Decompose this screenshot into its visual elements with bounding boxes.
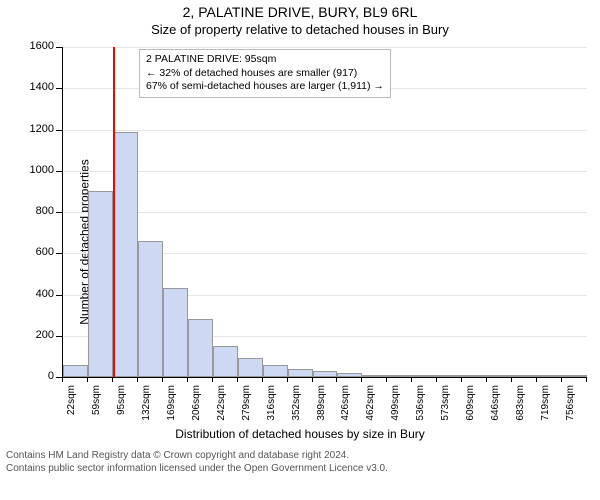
x-tick: [511, 377, 512, 382]
bar: [63, 365, 88, 377]
bar: [163, 288, 188, 377]
bar: [238, 358, 263, 377]
x-tick-label: 756sqm: [565, 385, 576, 435]
bar: [88, 191, 113, 377]
x-tick: [486, 377, 487, 382]
bar: [337, 373, 362, 377]
y-tick: [56, 212, 62, 213]
x-tick-label: 59sqm: [91, 385, 102, 435]
footer-line: Contains HM Land Registry data © Crown c…: [6, 449, 594, 462]
x-tick: [137, 377, 138, 382]
x-tick-label: 573sqm: [440, 385, 451, 435]
bar: [537, 375, 562, 377]
page-subtitle: Size of property relative to detached ho…: [0, 22, 600, 37]
x-tick-label: 719sqm: [540, 385, 551, 435]
bar: [387, 375, 412, 377]
y-tick-label: 600: [22, 246, 54, 258]
x-tick: [287, 377, 288, 382]
x-tick-label: 426sqm: [340, 385, 351, 435]
x-tick: [561, 377, 562, 382]
x-tick: [586, 377, 587, 382]
plot-area: 2 PALATINE DRIVE: 95sqm ← 32% of detache…: [62, 47, 587, 378]
y-tick-label: 400: [22, 288, 54, 300]
gridline: [63, 212, 587, 213]
x-tick: [87, 377, 88, 382]
x-tick-label: 609sqm: [465, 385, 476, 435]
bar: [512, 375, 537, 377]
x-tick: [361, 377, 362, 382]
bar: [487, 375, 512, 377]
x-tick-label: 389sqm: [316, 385, 327, 435]
bar: [313, 371, 338, 377]
footer: Contains HM Land Registry data © Crown c…: [0, 447, 600, 475]
bar: [288, 369, 313, 377]
gridline: [63, 171, 587, 172]
bar: [213, 346, 238, 377]
x-tick: [237, 377, 238, 382]
footer-line: Contains public sector information licen…: [6, 462, 594, 475]
x-tick: [212, 377, 213, 382]
x-tick-label: 646sqm: [490, 385, 501, 435]
x-tick: [536, 377, 537, 382]
x-tick-label: 132sqm: [141, 385, 152, 435]
legend-box: 2 PALATINE DRIVE: 95sqm ← 32% of detache…: [139, 49, 391, 98]
legend-line: 2 PALATINE DRIVE: 95sqm: [146, 53, 384, 67]
y-tick: [56, 253, 62, 254]
y-tick: [56, 295, 62, 296]
x-tick-label: 536sqm: [415, 385, 426, 435]
x-tick-label: 683sqm: [515, 385, 526, 435]
bar: [362, 375, 387, 377]
y-tick: [56, 336, 62, 337]
x-tick-label: 352sqm: [291, 385, 302, 435]
x-tick-label: 206sqm: [191, 385, 202, 435]
bar: [188, 319, 213, 377]
marker-line: [113, 47, 115, 377]
x-tick: [112, 377, 113, 382]
bar: [437, 375, 462, 377]
y-tick: [56, 47, 62, 48]
x-tick-label: 316sqm: [266, 385, 277, 435]
x-tick: [187, 377, 188, 382]
x-tick-label: 242sqm: [216, 385, 227, 435]
y-tick: [56, 171, 62, 172]
x-tick: [262, 377, 263, 382]
x-tick-label: 95sqm: [116, 385, 127, 435]
y-tick: [56, 88, 62, 89]
x-tick-label: 462sqm: [365, 385, 376, 435]
y-tick-label: 1000: [22, 164, 54, 176]
x-tick: [336, 377, 337, 382]
bar: [412, 375, 437, 377]
bar: [562, 375, 587, 377]
bar: [138, 241, 163, 377]
x-tick: [411, 377, 412, 382]
page-title: 2, PALATINE DRIVE, BURY, BL9 6RL: [0, 4, 600, 20]
x-tick-label: 499sqm: [390, 385, 401, 435]
x-tick-label: 279sqm: [241, 385, 252, 435]
x-tick: [386, 377, 387, 382]
y-tick-label: 800: [22, 205, 54, 217]
x-tick: [162, 377, 163, 382]
y-tick-label: 1200: [22, 123, 54, 135]
chart-container: Number of detached properties 2 PALATINE…: [0, 37, 600, 447]
bar: [462, 375, 487, 377]
x-tick: [62, 377, 63, 382]
legend-line: 67% of semi-detached houses are larger (…: [146, 80, 384, 94]
x-tick: [436, 377, 437, 382]
y-tick: [56, 130, 62, 131]
bar: [263, 365, 288, 377]
x-tick: [312, 377, 313, 382]
x-tick-label: 22sqm: [66, 385, 77, 435]
x-tick-label: 169sqm: [166, 385, 177, 435]
legend-line: ← 32% of detached houses are smaller (91…: [146, 67, 384, 81]
gridline: [63, 130, 587, 131]
x-tick: [461, 377, 462, 382]
y-tick-label: 1600: [22, 40, 54, 52]
y-tick-label: 200: [22, 329, 54, 341]
bar: [113, 132, 138, 377]
y-tick-label: 0: [22, 370, 54, 382]
y-tick-label: 1400: [22, 81, 54, 93]
gridline: [63, 47, 587, 48]
